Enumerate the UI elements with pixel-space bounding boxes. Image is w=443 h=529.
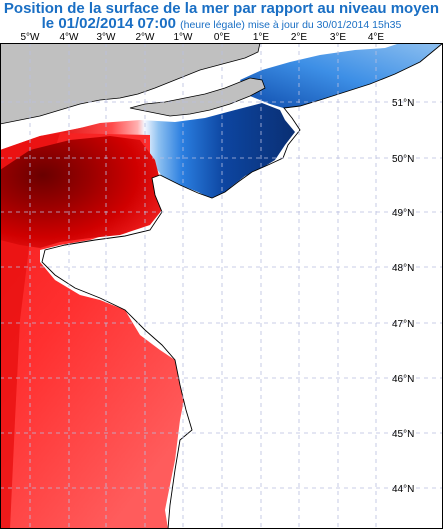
lon-label: 1°E — [253, 32, 270, 43]
great-britain-land — [0, 43, 261, 125]
lat-label: 46°N — [392, 374, 414, 385]
north-sea-area — [240, 43, 443, 110]
lat-label: 48°N — [392, 263, 414, 274]
map-title: Position de la surface de la mer par rap… — [3, 0, 440, 17]
map-date: le 01/02/2014 07:00 — [41, 15, 176, 32]
graticule — [0, 43, 443, 529]
lat-label: 50°N — [392, 154, 414, 165]
channel-sea-area — [60, 103, 295, 198]
lat-label: 49°N — [392, 208, 414, 219]
latitude-labels: 51°N 50°N 49°N 48°N 47°N 46°N 45°N 44°N — [392, 98, 414, 495]
great-britain-south-coast — [129, 77, 266, 117]
lon-label: 4°W — [60, 32, 80, 43]
lat-label: 44°N — [392, 484, 414, 495]
lon-label: 3°W — [97, 32, 117, 43]
lon-label: 2°E — [291, 32, 308, 43]
lon-label: 0°E — [214, 32, 231, 43]
lat-label: 51°N — [392, 98, 414, 109]
lon-label: 5°W — [21, 32, 41, 43]
lat-label: 47°N — [392, 319, 414, 330]
map-update-note: (heure légale) mise à jour du 30/01/2014… — [180, 19, 402, 31]
brittany-surge-core — [0, 136, 170, 248]
lat-label: 45°N — [392, 429, 414, 440]
map-subtitle: le 01/02/2014 07:00 (heure légale) mise … — [0, 15, 443, 34]
longitude-labels: 5°W 4°W 3°W 2°W 1°W 0°E 1°E 2°E 3°E 4°E — [21, 32, 385, 43]
lon-label: 2°W — [136, 32, 156, 43]
lon-label: 3°E — [330, 32, 347, 43]
lon-label: 1°W — [174, 32, 194, 43]
lon-label: 4°E — [368, 32, 385, 43]
